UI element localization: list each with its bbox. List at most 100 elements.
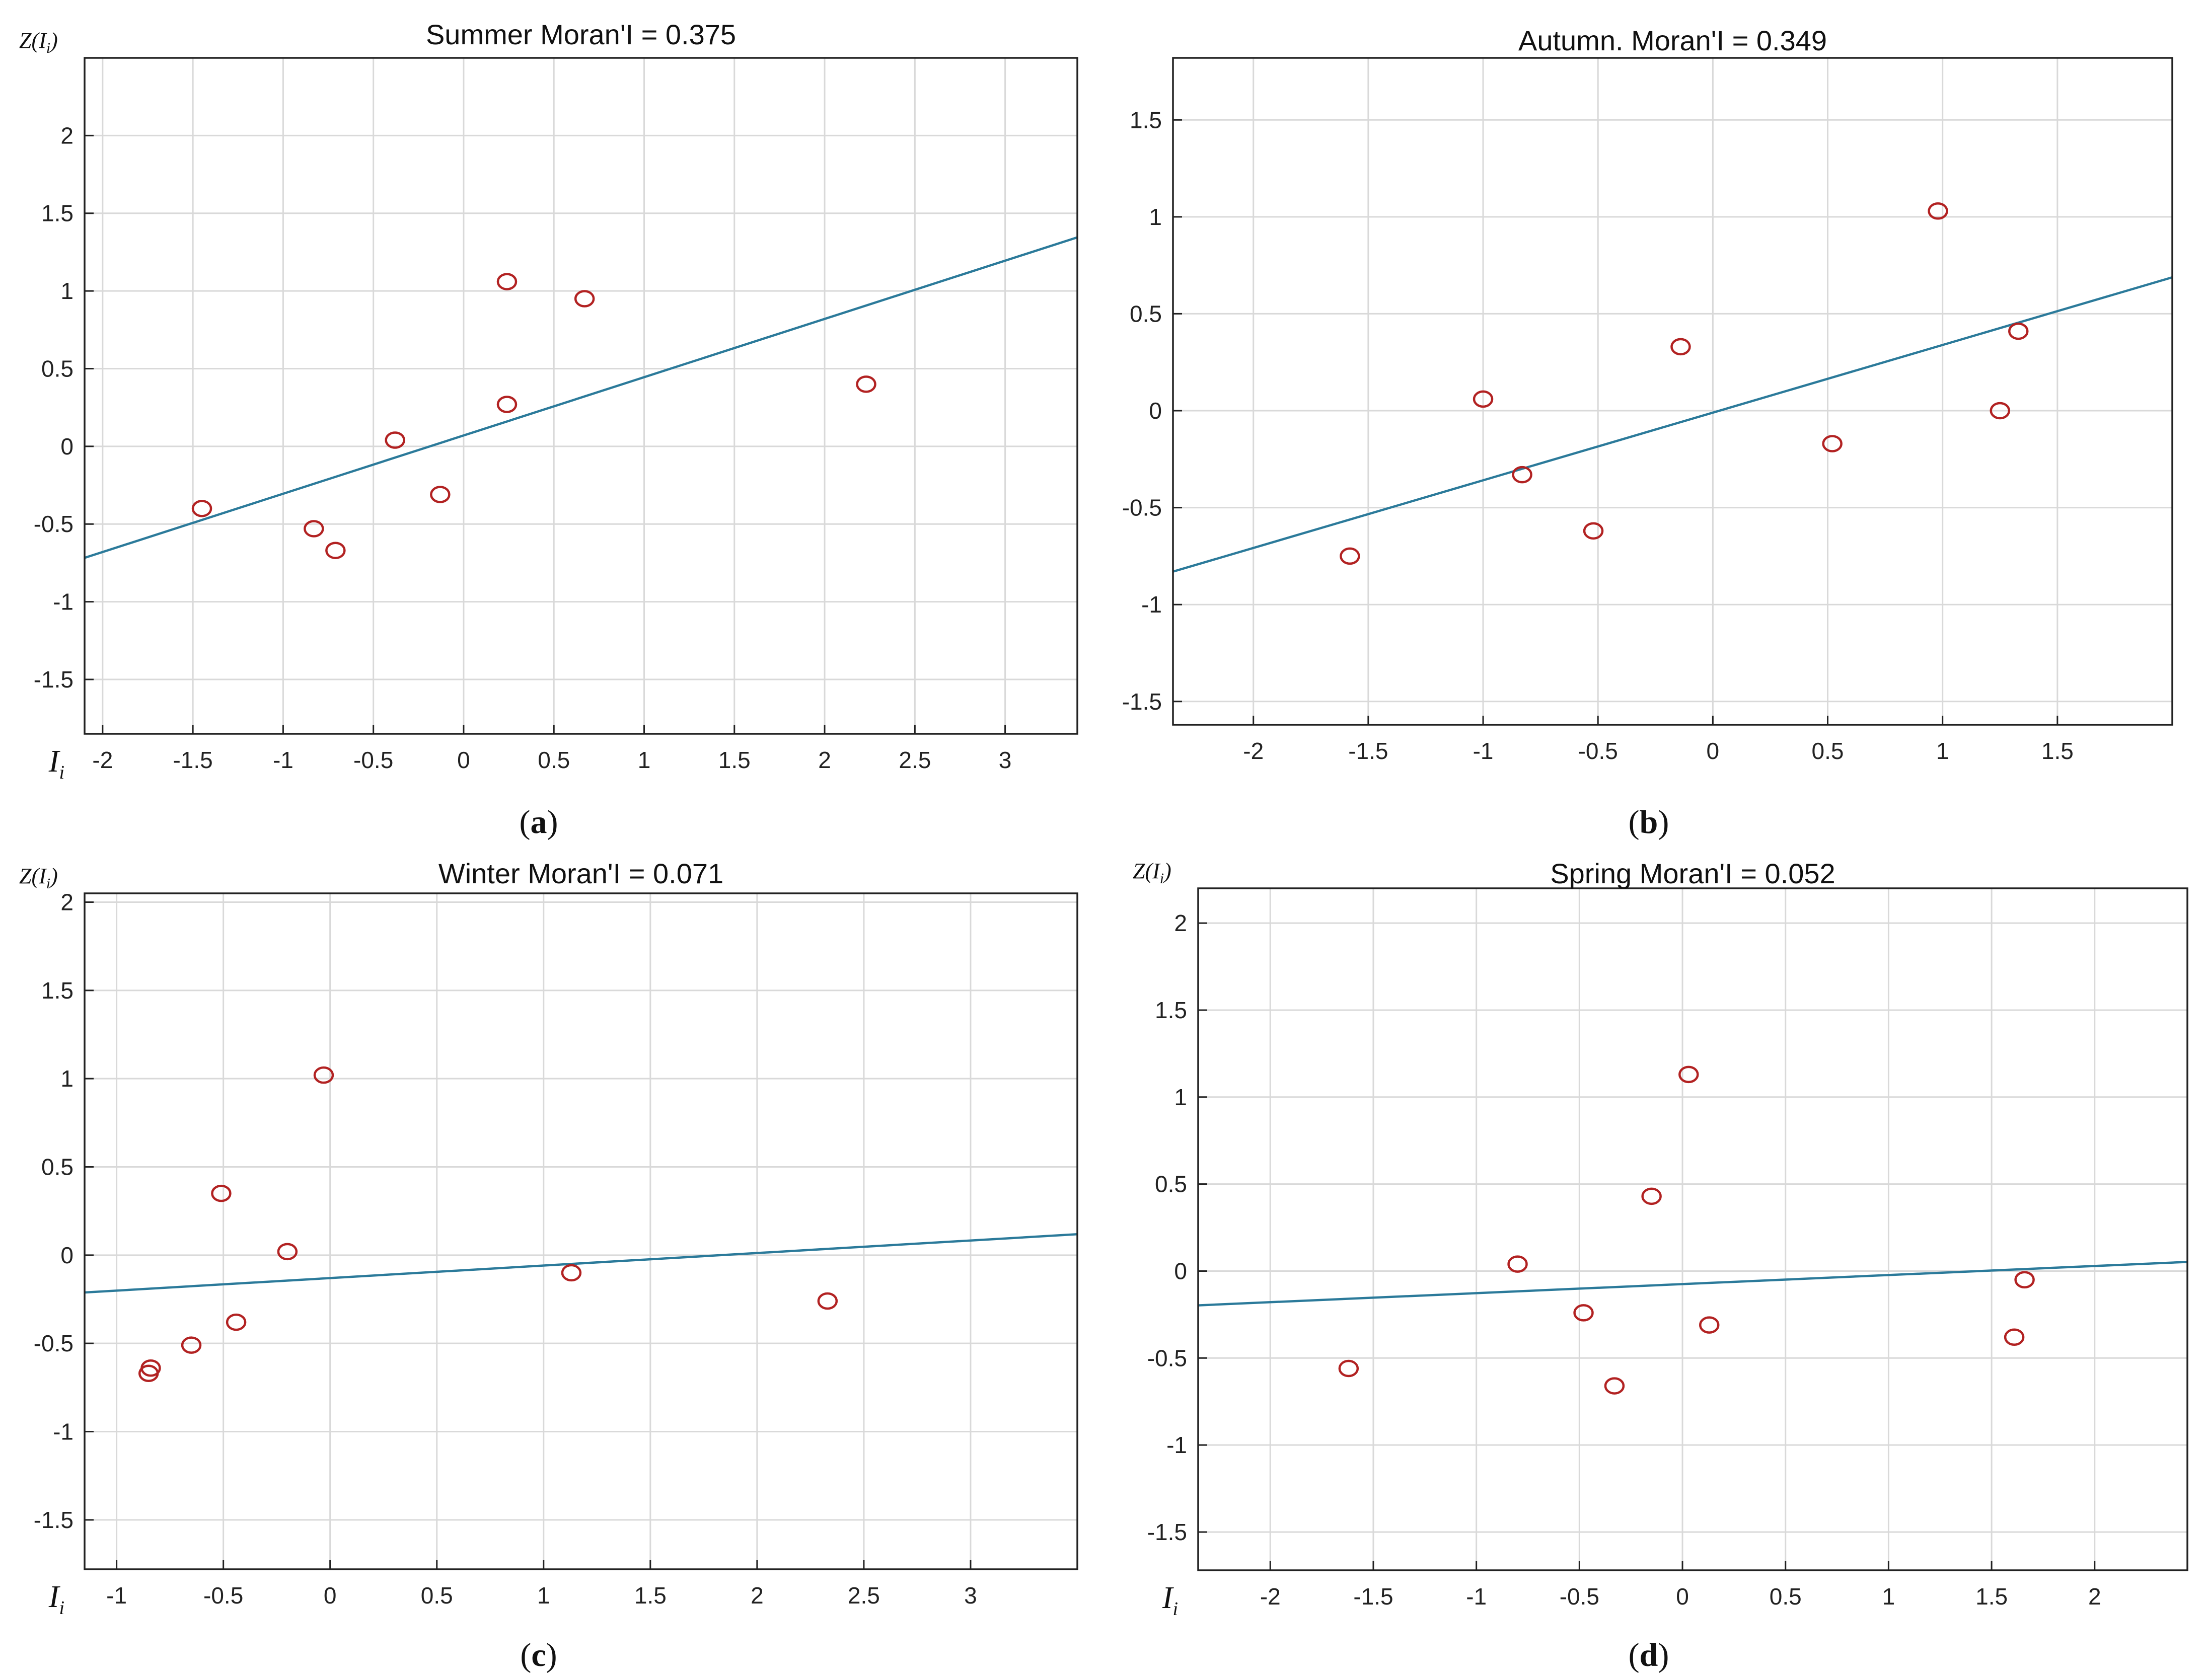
x-tick-label: -1.5: [1353, 1583, 1393, 1610]
axes-frame: [84, 57, 1078, 735]
x-tick-label: 0.5: [1812, 738, 1844, 764]
data-point: [1928, 202, 1948, 220]
x-axis-label: Ii: [48, 1580, 64, 1619]
x-tick-label: 0: [1707, 738, 1720, 764]
x-tick-label: 2: [818, 747, 831, 773]
y-tick-label: 0.5: [1130, 300, 1162, 327]
data-point: [574, 290, 595, 308]
x-tick-label: 3: [999, 747, 1012, 773]
x-tick-label: -0.5: [1578, 738, 1618, 764]
panel-d: -2 -1.5 -1 -0.5 0 0.5 1 1.5 2 -1.5 -1 -0.5 0 0.5 1 1.5 2…: [1133, 858, 2188, 1673]
data-point: [817, 1292, 838, 1310]
chart-title: Autumn. Moran'I = 0.349: [1518, 25, 1827, 56]
data-point: [1699, 1316, 1720, 1334]
x-tick-label: 2: [2088, 1583, 2101, 1610]
x-tick-label: 0: [324, 1582, 337, 1609]
x-tick-label: 1.5: [1975, 1583, 2008, 1610]
y-tick-label: 1: [60, 1065, 74, 1092]
data-point: [1990, 402, 2011, 420]
data-point: [226, 1313, 247, 1331]
panel-c: -1 -0.5 0 0.5 1 1.5 2 2.5 3 -1.5 -1 -0.5 0 0.5 1 1.5 2 Wi…: [19, 858, 1078, 1673]
data-point: [1670, 338, 1691, 356]
chart-title: Spring Moran'I = 0.052: [1550, 858, 1835, 889]
axes-frame: [1197, 887, 2188, 1571]
y-tick-label: 2: [60, 122, 74, 148]
x-tick-label: -2: [1260, 1583, 1281, 1610]
data-point: [430, 486, 451, 503]
x-tick-label: 1: [1882, 1583, 1895, 1610]
x-tick-label: 0.5: [1770, 1583, 1802, 1610]
data-point: [1822, 435, 1843, 452]
data-point: [561, 1264, 582, 1282]
y-axis-label: Z(Ii): [1133, 859, 1171, 887]
regression-line: [1198, 1261, 2187, 1307]
axes-frame: [84, 892, 1078, 1570]
data-point: [1678, 1065, 1699, 1084]
data-point: [1641, 1187, 1662, 1205]
y-tick-label: 0.5: [41, 355, 74, 381]
regression-line: [1173, 276, 2172, 573]
x-tick-label: 2.5: [899, 747, 931, 773]
x-tick-label: 0.5: [421, 1582, 453, 1609]
plot-area: [85, 236, 1077, 559]
y-tick-label: -0.5: [34, 511, 74, 537]
data-point: [191, 500, 212, 517]
data-point: [856, 375, 876, 393]
data-point: [1473, 390, 1494, 408]
axes-frame: [1172, 57, 2173, 726]
y-tick-label: -1.5: [34, 1507, 74, 1533]
data-point: [1512, 466, 1532, 484]
x-tick-label: 0: [1676, 1583, 1689, 1610]
data-point: [385, 431, 405, 449]
y-axis-label: Z(Ii): [19, 28, 58, 56]
x-tick-label: 2.5: [848, 1582, 880, 1609]
y-tick-label: 0: [1149, 398, 1162, 424]
chart-title: Winter Moran'I = 0.071: [438, 858, 723, 889]
x-tick-label: 1: [638, 747, 651, 773]
y-tick-label: 0.5: [41, 1154, 74, 1180]
y-tick-label: 1.5: [41, 977, 74, 1004]
y-tick-label: -1: [53, 589, 74, 615]
y-tick-label: 1.5: [1155, 997, 1187, 1023]
data-point: [2008, 322, 2029, 340]
y-tick-label: 1: [1174, 1084, 1187, 1110]
data-point: [325, 542, 346, 559]
x-tick-label: -1: [273, 747, 293, 773]
y-tick-label: 1: [60, 278, 74, 304]
x-tick-label: -1.5: [173, 747, 212, 773]
data-point: [496, 273, 518, 290]
data-point: [496, 396, 518, 413]
plot-area: [1173, 202, 2172, 573]
data-point: [277, 1243, 298, 1261]
data-point: [1507, 1255, 1528, 1273]
x-tick-label: -0.5: [353, 747, 393, 773]
y-tick-label: -1: [53, 1418, 74, 1444]
y-tick-label: 0: [60, 433, 74, 460]
y-tick-label: 2: [60, 889, 74, 915]
data-point: [181, 1336, 202, 1354]
x-tick-label: -1: [1466, 1583, 1487, 1610]
y-tick-label: 0: [60, 1242, 74, 1268]
y-tick-label: -0.5: [34, 1330, 74, 1356]
y-tick-label: 2: [1174, 910, 1187, 936]
data-point: [211, 1184, 232, 1202]
panel-label: (a): [520, 804, 558, 841]
y-tick-label: 1.5: [41, 200, 74, 226]
x-tick-label: -2: [1243, 738, 1264, 764]
x-tick-label: -1.5: [1348, 738, 1388, 764]
y-tick-label: -1: [1166, 1432, 1187, 1458]
y-tick-label: 1: [1149, 204, 1162, 230]
x-tick-label: 2: [751, 1582, 764, 1609]
plot-area: [1198, 1065, 2187, 1395]
panel-b: -2 -1.5 -1 -0.5 0 0.5 1 1.5 -1.5 -1 -0.5 0 0.5 1 1.5 Au…: [1122, 25, 2173, 841]
data-point: [1338, 1359, 1359, 1378]
y-tick-label: -0.5: [1122, 495, 1162, 521]
x-tick-label: -0.5: [1560, 1583, 1599, 1610]
data-point: [2014, 1271, 2035, 1288]
data-point: [313, 1066, 334, 1084]
y-tick-label: -1.5: [34, 666, 74, 693]
y-tick-label: 0.5: [1155, 1171, 1187, 1197]
panel-label: (b): [1629, 804, 1669, 841]
plot-area: [85, 1066, 1077, 1383]
